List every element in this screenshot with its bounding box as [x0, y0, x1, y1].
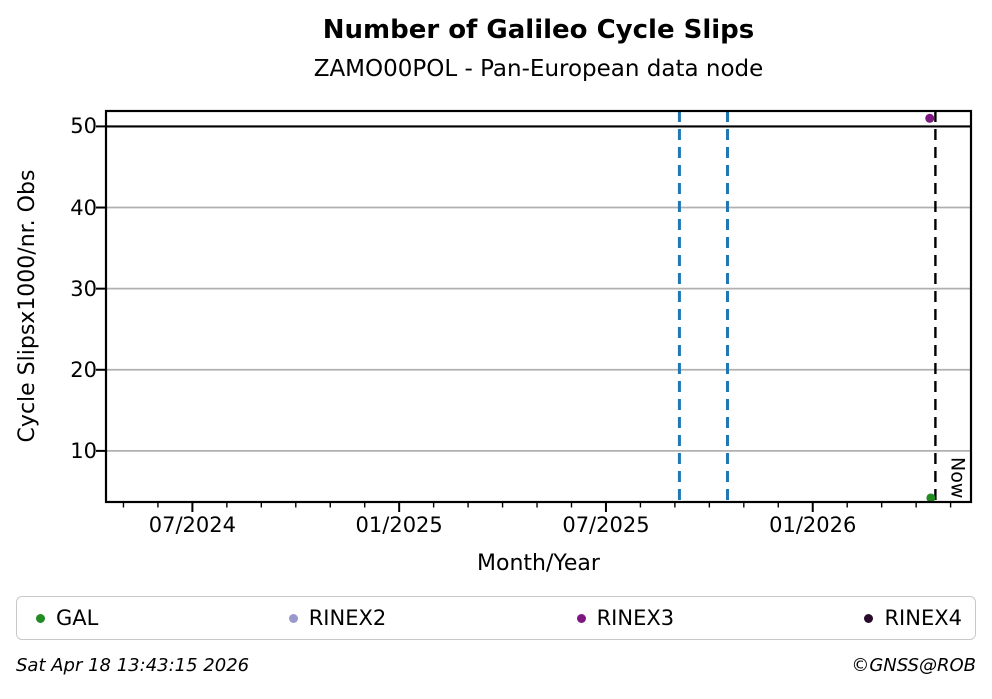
y-tick-label: 30 [70, 276, 97, 301]
x-tick-label: 07/2025 [562, 513, 650, 537]
legend-label: GAL [56, 606, 99, 630]
x-tick-label: 01/2026 [769, 513, 857, 537]
x-axis-label: Month/Year [477, 551, 600, 576]
legend-label: RINEX4 [884, 606, 962, 630]
legend-marker-icon [36, 613, 45, 623]
chart-subtitle: ZAMO00POL - Pan-European data node [313, 56, 764, 82]
point-rinex3 [925, 113, 935, 123]
legend-item-rinex2: RINEX2 [288, 606, 387, 630]
timestamp: Sat Apr 18 13:43:15 2026 [16, 655, 250, 676]
x-tick-label: 01/2025 [355, 513, 443, 537]
y-tick-label: 20 [70, 357, 97, 382]
point-gal [926, 493, 936, 503]
now-label: Now [946, 457, 968, 498]
chart-title: Number of Galileo Cycle Slips [322, 15, 755, 45]
y-tick-label: 40 [70, 195, 97, 220]
legend-label: RINEX2 [308, 606, 387, 630]
y-tick-label: 10 [70, 438, 97, 463]
legend-marker-icon [864, 613, 874, 623]
x-tick-label: 07/2024 [148, 513, 236, 537]
legend-item-gal: GAL [36, 606, 98, 630]
legend-marker-icon [288, 613, 298, 623]
plot-border [104, 109, 973, 504]
y-tick-label: 50 [70, 114, 97, 139]
legend-item-rinex3: RINEX3 [576, 606, 675, 630]
legend: GAL RINEX2 RINEX3 RINEX4 [16, 596, 976, 640]
legend-marker-icon [576, 613, 586, 623]
copyright: ©GNSS@ROB [851, 655, 976, 676]
legend-item-rinex4: RINEX4 [864, 606, 962, 630]
legend-label: RINEX3 [596, 606, 675, 630]
y-axis-label: Cycle Slipsx1000/nr. Obs [15, 169, 40, 443]
